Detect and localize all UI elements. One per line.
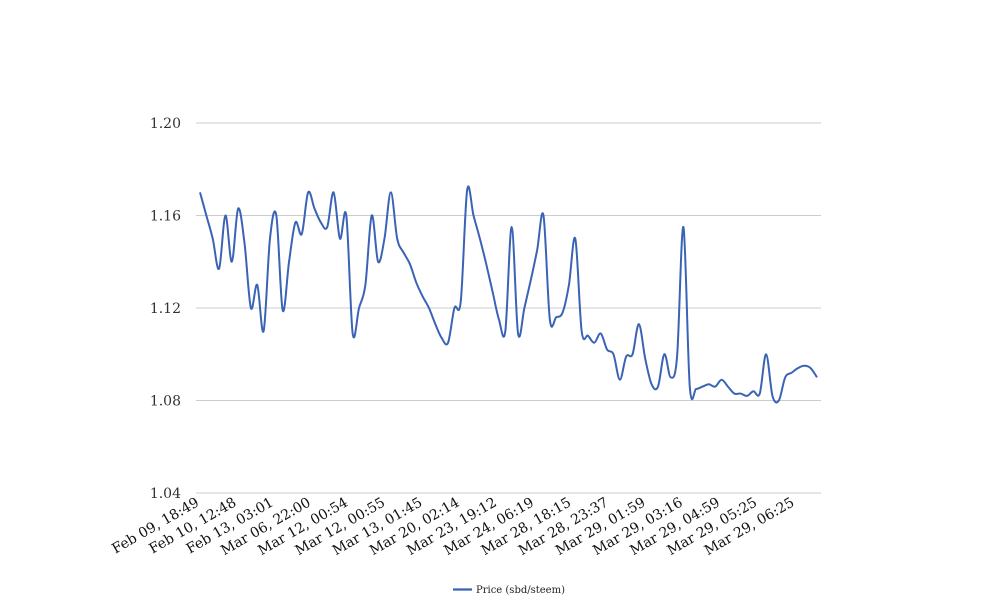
y-tick-label: 1.20	[150, 116, 181, 132]
legend: Price (sbd/steem)	[453, 585, 565, 596]
gridlines	[196, 122, 821, 494]
y-tick-label: 1.16	[150, 209, 181, 225]
y-tick-label: 1.08	[150, 394, 181, 410]
series-line	[199, 185, 818, 404]
y-tick-label: 1.12	[150, 301, 181, 317]
series-lines	[199, 185, 818, 404]
legend-label: Price (sbd/steem)	[476, 585, 565, 596]
y-axis-tick-labels: 1.04 1.08 1.12 1.16 1.20	[150, 116, 181, 502]
y-tick-label: 1.04	[150, 486, 181, 502]
